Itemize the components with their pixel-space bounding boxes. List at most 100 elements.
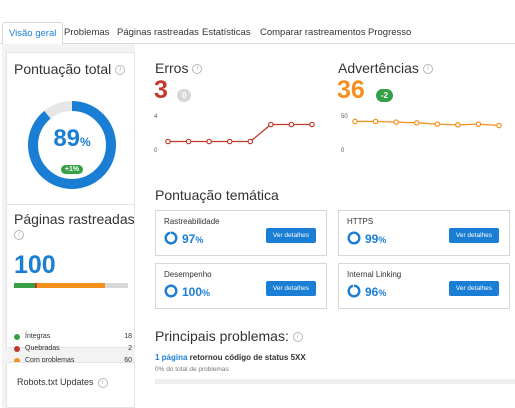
- data-point[interactable]: [455, 122, 461, 128]
- robots-panel: Robots.txt Updates i: [6, 362, 135, 408]
- card-title: Rastreabilidade: [164, 217, 220, 226]
- errors-delta-badge: 0: [177, 89, 192, 102]
- crawled-pages-title: Páginas rastreadas: [14, 211, 135, 227]
- legend-label: Íntegras: [25, 333, 51, 340]
- info-icon[interactable]: i: [192, 64, 203, 75]
- card-title: HTTPS: [347, 217, 374, 226]
- card-score: 99%: [365, 232, 387, 246]
- info-icon[interactable]: i: [292, 332, 303, 343]
- info-icon[interactable]: i: [115, 65, 126, 76]
- issue-row: 1 página retornou código de status 5XX: [155, 353, 306, 362]
- total-score-delta-wrap: +1%: [24, 158, 120, 176]
- y-tick-label: 0: [341, 148, 345, 154]
- card-title: Internal Linking: [347, 270, 402, 279]
- legend-count: 18: [124, 333, 132, 340]
- warnings-chart: 50 0: [341, 114, 502, 154]
- bar-segment: [105, 283, 128, 288]
- data-point[interactable]: [413, 120, 420, 126]
- series-line: [355, 120, 500, 127]
- data-point[interactable]: [247, 138, 254, 145]
- bar-segment: [34, 283, 37, 288]
- card-score: 96%: [365, 285, 387, 299]
- data-point[interactable]: [475, 121, 482, 127]
- total-score-value: 89%: [53, 125, 91, 152]
- card-title: Desempenho: [164, 270, 212, 279]
- bar-segment: [14, 283, 35, 288]
- y-tick-label: 50: [341, 114, 348, 120]
- y-tick-label: 4: [154, 114, 158, 120]
- warnings-title: Advertências i: [338, 60, 433, 76]
- total-score-title: Pontuação total i: [14, 61, 126, 77]
- legend-label: Com problemas: [25, 357, 75, 364]
- data-point[interactable]: [309, 121, 315, 128]
- data-point[interactable]: [226, 138, 233, 145]
- view-details-button[interactable]: Ver detalhes: [265, 281, 316, 296]
- legend-dot-icon: [14, 346, 20, 352]
- thematic-card-internal-linking: Internal Linking 96% Ver detalhes: [338, 263, 510, 309]
- tab-overview[interactable]: Visão geral: [2, 22, 64, 45]
- issue-link[interactable]: 1 página: [155, 353, 188, 362]
- score-ring-icon: [164, 284, 178, 298]
- thematic-card-performance: Desempenho 100% Ver detalhes: [155, 263, 327, 309]
- tab-crawled-pages[interactable]: Páginas rastreadas: [117, 27, 199, 38]
- data-point[interactable]: [288, 121, 295, 128]
- data-point[interactable]: [434, 121, 441, 127]
- info-icon[interactable]: i: [97, 377, 108, 388]
- thematic-title: Pontuação temática: [155, 187, 279, 203]
- issue-share: 0% do total de problemas: [155, 366, 229, 373]
- legend-row[interactable]: Com problemas 60: [14, 356, 132, 366]
- issue-text: retornou código de status 5XX: [187, 353, 306, 362]
- view-details-button[interactable]: Ver detalhes: [448, 228, 499, 243]
- errors-count[interactable]: 3: [154, 76, 168, 104]
- robots-title: Robots.txt Updates i: [17, 377, 108, 388]
- legend-row[interactable]: Quebradas 2: [14, 344, 132, 354]
- view-details-button[interactable]: Ver detalhes: [265, 228, 316, 243]
- errors-title: Erros i: [155, 60, 203, 76]
- tab-statistics[interactable]: Estatísticas: [202, 27, 251, 38]
- data-point[interactable]: [352, 118, 358, 125]
- data-point[interactable]: [393, 119, 399, 125]
- legend-count: 60: [124, 357, 132, 364]
- data-point[interactable]: [268, 121, 274, 128]
- series-line: [168, 123, 312, 143]
- info-icon[interactable]: i: [422, 64, 433, 75]
- crawled-pages-count[interactable]: 100: [14, 251, 56, 279]
- tab-progress[interactable]: Progresso: [368, 27, 412, 38]
- crawled-pages-panel: Páginas rastreadas i 100 Íntegras 18 Quebr…: [6, 204, 135, 388]
- total-score-panel: Pontuação total i 89% +1%: [6, 52, 135, 216]
- score-ring-icon: [347, 284, 361, 298]
- data-point[interactable]: [185, 138, 192, 145]
- warnings-delta-badge: -2: [376, 89, 394, 102]
- y-tick-label: 0: [154, 148, 158, 154]
- errors-chart: 40: [154, 114, 315, 154]
- total-score-delta-badge: +1%: [60, 165, 84, 174]
- thematic-card-https: HTTPS 99% Ver detalhes: [338, 210, 510, 256]
- crawled-pages-bar: [14, 283, 128, 288]
- tab-problems[interactable]: Problemas: [64, 27, 110, 38]
- thematic-card-crawlability: Rastreabilidade 97% Ver detalhes: [155, 210, 327, 256]
- left-column: Pontuação total i 89% +1% Páginas rastrea…: [2, 44, 135, 408]
- score-ring-icon: [164, 231, 178, 245]
- legend-count: 2: [128, 345, 132, 352]
- total-score-donut: 89% +1%: [24, 97, 120, 193]
- bar-segment: [36, 283, 106, 288]
- card-score: 97%: [182, 232, 204, 246]
- donut-arc: [28, 101, 116, 189]
- info-icon[interactable]: i: [14, 230, 24, 240]
- donut-chart: [28, 101, 116, 189]
- data-point[interactable]: [496, 122, 502, 129]
- warnings-count[interactable]: 36: [337, 76, 365, 104]
- tab-bar: Visão geral Problemas Páginas rastreadas…: [0, 22, 515, 45]
- data-point[interactable]: [206, 138, 212, 145]
- legend-row[interactable]: Íntegras 18: [14, 332, 132, 342]
- issue-share-bar: [155, 379, 515, 384]
- data-point[interactable]: [165, 138, 171, 145]
- legend-label: Quebradas: [25, 345, 60, 352]
- data-point[interactable]: [372, 118, 379, 125]
- view-details-button[interactable]: Ver detalhes: [448, 281, 499, 296]
- top-problems-title: Principais problemas: i: [155, 328, 303, 344]
- score-ring-icon: [347, 231, 361, 245]
- legend-dot-icon: [14, 334, 20, 340]
- tab-compare-crawls[interactable]: Comparar rastreamentos: [260, 27, 366, 38]
- card-score: 100%: [182, 285, 211, 299]
